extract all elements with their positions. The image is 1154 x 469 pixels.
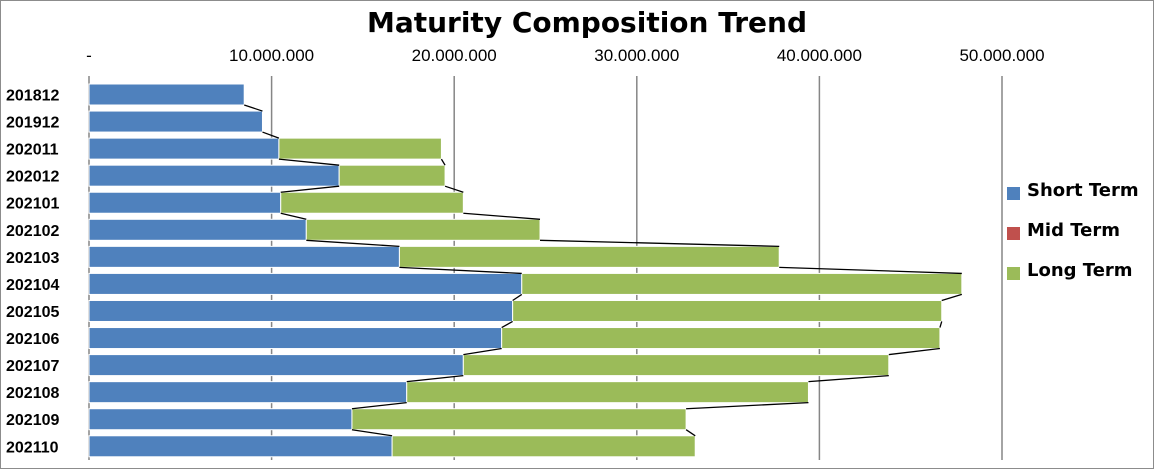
series-line xyxy=(808,374,889,383)
short-term-bar xyxy=(88,435,393,458)
short-term-bar xyxy=(88,381,408,404)
category-label: 202110 xyxy=(6,439,59,456)
long-term-bar xyxy=(398,245,780,268)
x-tick-label: 20.000.000 xyxy=(412,46,497,65)
category-label: 202103 xyxy=(6,250,59,267)
series-line xyxy=(540,239,780,248)
legend-label: Mid Term xyxy=(1027,220,1120,241)
legend-swatch xyxy=(1007,267,1020,280)
series-line xyxy=(351,402,407,410)
short-term-bar xyxy=(88,272,523,295)
series-line xyxy=(512,293,523,302)
category-label: 202106 xyxy=(6,331,59,348)
short-term-bar xyxy=(88,299,514,322)
long-term-bar xyxy=(512,299,943,322)
series-line xyxy=(939,321,943,328)
legend-swatch xyxy=(1007,227,1020,240)
category-label: 202104 xyxy=(6,277,59,294)
legend-swatch xyxy=(1007,187,1020,200)
category-label: 202107 xyxy=(6,358,59,375)
series-line xyxy=(444,185,464,193)
series-line xyxy=(399,266,522,275)
short-term-bar xyxy=(88,245,400,268)
series-line xyxy=(501,320,513,329)
category-label: 202108 xyxy=(6,385,59,402)
series-line xyxy=(463,347,502,356)
x-tick-label: 40.000.000 xyxy=(777,46,862,65)
long-term-bar xyxy=(305,218,541,241)
category-label: 202012 xyxy=(6,169,59,186)
series-line xyxy=(278,158,340,166)
category-label: 201912 xyxy=(6,115,59,132)
series-line xyxy=(351,429,393,437)
category-label: 202102 xyxy=(6,223,59,240)
x-tick-label: 50.000.000 xyxy=(959,46,1044,65)
long-term-bar xyxy=(521,272,963,295)
series-line xyxy=(280,212,307,220)
short-term-bar xyxy=(88,110,263,133)
short-term-bar xyxy=(88,164,340,187)
category-label: 202109 xyxy=(6,412,59,429)
short-term-bar xyxy=(88,83,245,106)
series-line xyxy=(686,402,809,410)
series-line xyxy=(463,212,541,220)
short-term-bar xyxy=(88,408,353,431)
x-tick-label: 10.000.000 xyxy=(229,46,314,65)
x-tick-label: - xyxy=(86,46,92,65)
long-term-bar xyxy=(280,191,464,214)
series-line xyxy=(280,185,340,193)
series-line xyxy=(941,293,963,302)
long-term-bar xyxy=(391,435,696,458)
series-line xyxy=(244,104,263,112)
series-line xyxy=(306,239,400,248)
short-term-bar xyxy=(88,218,307,241)
legend-label: Short Term xyxy=(1027,180,1139,201)
x-tick-label: 30.000.000 xyxy=(594,46,679,65)
series-line xyxy=(685,429,696,437)
category-label: 202101 xyxy=(6,196,59,213)
category-label: 201812 xyxy=(6,88,59,105)
short-term-bar xyxy=(88,191,282,214)
long-term-bar xyxy=(338,164,446,187)
series-line xyxy=(888,347,940,356)
category-label: 202105 xyxy=(6,304,59,321)
chart-title: Maturity Composition Trend xyxy=(366,6,808,39)
short-term-bar xyxy=(88,137,280,160)
long-term-bar xyxy=(351,408,687,431)
series-line xyxy=(779,266,962,275)
long-term-bar xyxy=(278,137,442,160)
short-term-bar xyxy=(88,327,503,350)
long-term-bar xyxy=(406,381,809,404)
series-line xyxy=(440,158,446,166)
series-line xyxy=(406,374,464,383)
legend-label: Long Term xyxy=(1027,260,1133,281)
category-label: 202011 xyxy=(6,142,59,159)
series-line xyxy=(262,131,280,139)
short-term-bar xyxy=(88,354,464,377)
long-term-bar xyxy=(462,354,890,377)
long-term-bar xyxy=(501,327,941,350)
